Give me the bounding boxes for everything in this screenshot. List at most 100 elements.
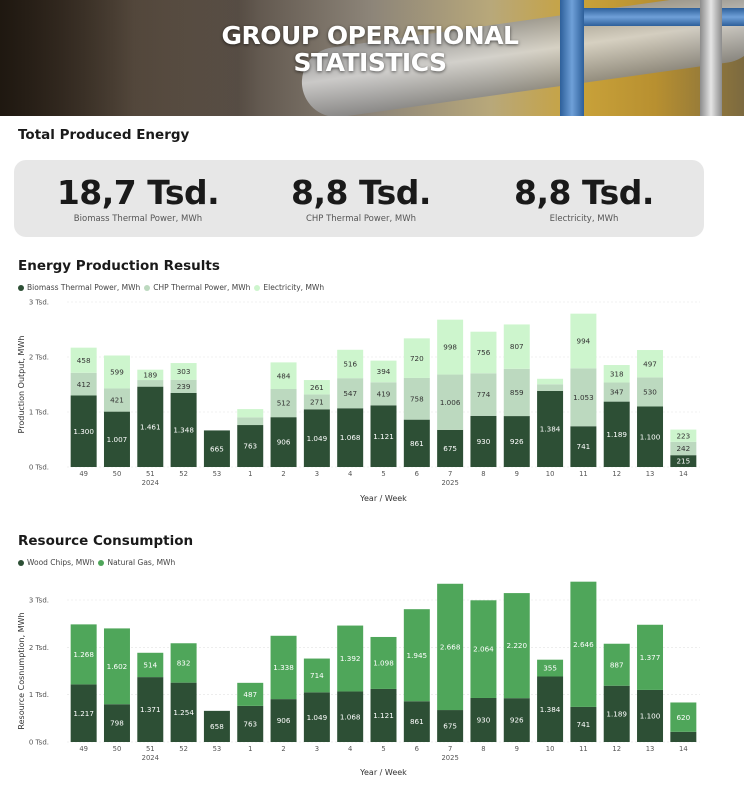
x-tick-label: 13 (646, 470, 655, 478)
bar-segment (237, 409, 264, 418)
bar-segment (470, 697, 497, 742)
bar-segment (603, 365, 630, 383)
data-label: 1.945 (407, 651, 428, 660)
data-label: 994 (577, 337, 591, 346)
legend-item[interactable]: Natural Gas, MWh (98, 558, 175, 567)
bar-segment (70, 395, 97, 467)
bar-segment (370, 636, 397, 689)
data-label: 1.254 (173, 708, 194, 717)
bar-segment (370, 688, 397, 742)
kpi-biomass: 18,7 Tsd. Biomass Thermal Power, MWh (18, 174, 258, 225)
bar-segment (137, 677, 164, 742)
kpi-section-title: Total Produced Energy (18, 127, 190, 143)
bar-segment (303, 380, 330, 395)
bar-segment (603, 643, 630, 686)
bar-segment (637, 406, 664, 467)
bar-segment (537, 384, 564, 391)
data-label: 665 (210, 444, 224, 453)
bar-segment (337, 378, 364, 409)
bar-segment (437, 583, 464, 711)
data-label: 242 (676, 444, 690, 453)
y-tick-label: 0 Tsd. (29, 739, 49, 747)
bar-segment (570, 426, 597, 467)
x-tick-label: 8 (481, 470, 485, 478)
x-tick-label: 52 (179, 470, 188, 478)
x-tick-label: 14 (679, 470, 688, 478)
x-axis-title: Year / Week (359, 494, 407, 503)
bar-segment (503, 368, 530, 417)
data-label: 1.217 (73, 709, 94, 718)
bar-segment (670, 702, 697, 732)
data-label: 1.053 (573, 393, 594, 402)
bar-segment (437, 710, 464, 742)
bar-segment (670, 731, 697, 742)
data-label: 2.220 (506, 641, 527, 650)
data-label: 774 (477, 390, 491, 399)
bar-segment (537, 659, 564, 677)
bar-segment (337, 408, 364, 467)
data-label: 1.461 (140, 422, 161, 431)
data-label: 239 (177, 382, 191, 391)
bar-segment (503, 593, 530, 699)
x-tick-label: 51 (146, 470, 155, 478)
bar-segment (637, 689, 664, 742)
bar-segment (337, 349, 364, 379)
bar-segment (170, 379, 197, 393)
page-title-line2: STATISTICS (293, 48, 447, 77)
bar-segment (70, 684, 97, 742)
bar-segment (237, 705, 264, 742)
data-label: 832 (177, 659, 191, 668)
data-label: 1.068 (340, 433, 361, 442)
bar-segment (403, 609, 430, 702)
y-tick-label: 2 Tsd. (29, 354, 49, 362)
legend-swatch (18, 559, 24, 566)
year-label: 2025 (441, 479, 458, 487)
x-tick-label: 14 (679, 745, 688, 753)
bar-segment (637, 624, 664, 690)
legend-swatch (98, 559, 105, 566)
data-label: 1.384 (540, 425, 561, 434)
data-label: 1.300 (73, 427, 94, 436)
x-axis-title: Year / Week (359, 768, 407, 777)
kpi-electricity: 8,8 Tsd. Electricity, MWh (464, 173, 704, 225)
bar-segment (470, 415, 497, 467)
data-label: 1.371 (140, 705, 161, 714)
data-label: 1.100 (640, 432, 661, 441)
data-label: 658 (210, 722, 224, 731)
data-label: 861 (410, 439, 424, 448)
data-label: 1.121 (373, 432, 394, 441)
year-label: 2025 (441, 754, 458, 762)
y-tick-label: 3 Tsd. (29, 597, 49, 605)
data-label: 1.189 (606, 709, 627, 718)
kpi-value: 8,8 Tsd. (514, 173, 654, 212)
year-label: 2024 (142, 754, 159, 762)
data-label: 1.121 (373, 711, 394, 720)
bar-segment (137, 380, 164, 387)
data-label: 763 (243, 720, 257, 729)
legend-label: Biomass Thermal Power, MWh (27, 283, 141, 292)
legend-item[interactable]: Electricity, MWh (254, 283, 324, 292)
kpi-value: 8,8 Tsd. (291, 173, 431, 212)
legend-item[interactable]: CHP Thermal Power, MWh (144, 283, 250, 292)
data-label: 930 (477, 716, 491, 725)
bar-segment (103, 355, 130, 389)
x-tick-label: 12 (612, 745, 621, 753)
bar-segment (270, 635, 297, 700)
bar-segment (537, 378, 564, 385)
data-label: 1.348 (173, 426, 194, 435)
legend-item[interactable]: Wood Chips, MWh (18, 558, 94, 567)
resource-consumption-chart: 0 Tsd. 1 Tsd. 2 Tsd. 3 Tsd.Resource Cosnump… (17, 581, 700, 777)
bar-segment (103, 704, 130, 742)
x-tick-label: 5 (381, 745, 385, 753)
bar-segment (303, 394, 330, 410)
data-label: 741 (577, 720, 591, 729)
bar-segment (570, 581, 597, 707)
data-label: 355 (543, 664, 557, 673)
legend-label: Natural Gas, MWh (107, 558, 176, 567)
x-tick-label: 53 (213, 470, 222, 478)
bar-segment (237, 417, 264, 426)
x-tick-label: 5 (381, 470, 385, 478)
legend-item[interactable]: Biomass Thermal Power, MWh (18, 283, 140, 292)
bar-segment (437, 429, 464, 467)
data-label: 1.602 (107, 662, 128, 671)
